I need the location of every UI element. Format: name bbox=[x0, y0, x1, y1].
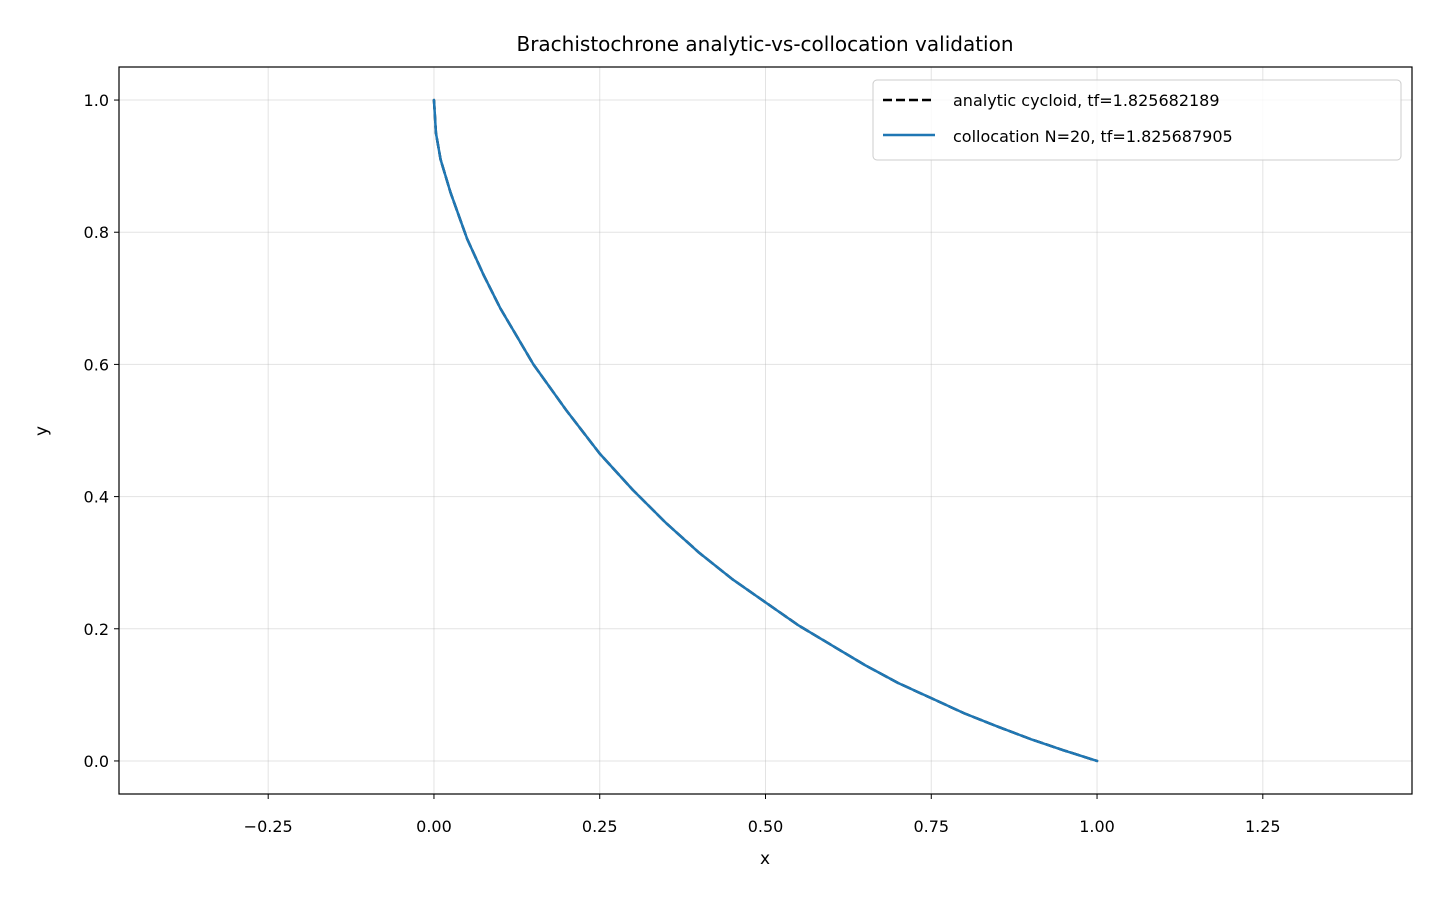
x-tick-label: 0.75 bbox=[913, 817, 949, 836]
legend-label-analytic-cycloid: analytic cycloid, tf=1.825682189 bbox=[953, 91, 1220, 110]
legend: analytic cycloid, tf=1.825682189 colloca… bbox=[872, 79, 1402, 161]
x-tick-label: 0.50 bbox=[748, 817, 784, 836]
legend-label-collocation: collocation N=20, tf=1.825687905 bbox=[953, 127, 1233, 146]
x-tick-label: 0.00 bbox=[416, 817, 452, 836]
axis-ticks: −0.25 0.00 0.25 0.50 0.75 1.00 1.25 0.0 0.2 0.4 0.… bbox=[84, 91, 1281, 836]
y-tick-label: 0.0 bbox=[84, 752, 109, 771]
x-tick-label: 1.25 bbox=[1245, 817, 1281, 836]
x-axis-label: x bbox=[760, 849, 770, 869]
chart-title: Brachistochrone analytic-vs-collocation … bbox=[516, 32, 1013, 56]
y-tick-label: 0.6 bbox=[84, 355, 109, 374]
y-tick-label: 0.4 bbox=[84, 488, 109, 507]
y-tick-label: 1.0 bbox=[84, 91, 109, 110]
x-tick-label: −0.25 bbox=[244, 817, 293, 836]
plot-lines bbox=[432, 98, 1099, 763]
y-axis-label: y bbox=[32, 426, 52, 436]
y-tick-label: 0.8 bbox=[84, 223, 109, 242]
legend-box bbox=[872, 79, 1402, 161]
grid bbox=[119, 67, 1412, 794]
x-tick-label: 1.00 bbox=[1079, 817, 1115, 836]
series-line-collocation bbox=[432, 98, 1099, 763]
y-tick-label: 0.2 bbox=[84, 620, 109, 639]
x-tick-label: 0.25 bbox=[582, 817, 618, 836]
